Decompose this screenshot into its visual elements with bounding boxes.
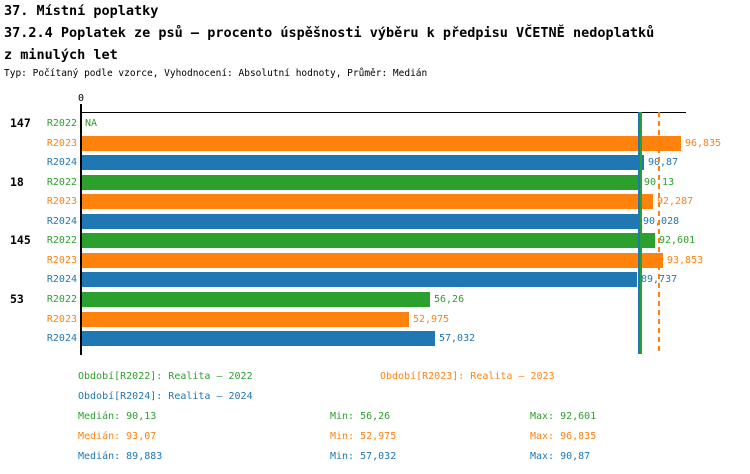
row-label-r2024: R2024 (46, 157, 77, 168)
chart-title-line1: 37.2.4 Poplatek ze psů – procento úspěšn… (4, 25, 655, 41)
report-section-title: 37. Místní poplatky (4, 3, 159, 19)
bar-r2024 (82, 214, 639, 229)
row-label-r2024: R2024 (46, 333, 77, 344)
group-label: 145 (10, 233, 31, 247)
row-label-r2023: R2023 (46, 196, 77, 207)
stat-max-r2024: Max: 90,87 (530, 451, 591, 462)
median-line-r2024 (638, 112, 641, 354)
bar-value-label: 52,975 (413, 314, 450, 325)
row-label-r2022: R2022 (46, 177, 77, 188)
legend-item-r2023: Období[R2023]: Realita – 2023 (380, 371, 555, 382)
bar-value-label: 93,853 (667, 255, 704, 266)
bar-value-label: 92,601 (659, 235, 696, 246)
bar-value-label: 57,032 (439, 333, 476, 344)
bar-r2023 (82, 253, 663, 268)
bar-r2024 (82, 272, 637, 287)
bar-value-label: 90,87 (648, 157, 679, 168)
x-axis-line (80, 112, 686, 113)
legend-item-r2024: Období[R2024]: Realita – 2024 (78, 391, 253, 402)
row-label-r2023: R2023 (46, 138, 77, 149)
bar-value-label: 56,26 (434, 294, 465, 305)
median-line-r2022 (639, 112, 642, 354)
group-label: 147 (10, 116, 31, 130)
stat-min-r2023: Min: 52,975 (330, 431, 397, 442)
chart-subtitle: Typ: Počítaný podle vzorce, Vyhodnocení:… (4, 68, 428, 79)
bar-r2022 (82, 175, 640, 190)
x-axis-zero-tick-label: 0 (77, 93, 85, 104)
stat-min-r2022: Min: 56,26 (330, 411, 391, 422)
bar-r2023 (82, 194, 653, 209)
bar-r2023 (82, 312, 409, 327)
stat-median-r2022: Medián: 90,13 (78, 411, 157, 422)
bar-value-label: 90,028 (643, 216, 680, 227)
group-label: 53 (10, 292, 24, 306)
bar-r2024 (82, 331, 435, 346)
bar-r2022 (82, 292, 430, 307)
row-label-r2024: R2024 (46, 274, 77, 285)
bar-r2023 (82, 136, 681, 151)
stat-min-r2024: Min: 57,032 (330, 451, 397, 462)
median-line-r2023 (658, 112, 660, 354)
row-label-r2023: R2023 (46, 255, 77, 266)
bar-r2022 (82, 233, 655, 248)
bar-value-label: NA (85, 118, 98, 129)
row-label-r2022: R2022 (46, 235, 77, 246)
row-label-r2023: R2023 (46, 314, 77, 325)
row-label-r2022: R2022 (46, 294, 77, 305)
row-label-r2024: R2024 (46, 216, 77, 227)
chart-title-line2: z minulých let (4, 47, 118, 63)
stat-max-r2023: Max: 96,835 (530, 431, 597, 442)
group-label: 18 (10, 175, 24, 189)
bar-value-label: 92,287 (657, 196, 694, 207)
bar-r2024 (82, 155, 644, 170)
bar-value-label: 96,835 (685, 138, 722, 149)
legend-item-r2022: Období[R2022]: Realita – 2022 (78, 371, 253, 382)
stat-median-r2024: Medián: 89,883 (78, 451, 163, 462)
stat-median-r2023: Medián: 93,07 (78, 431, 157, 442)
y-axis-line (80, 104, 82, 355)
row-label-r2022: R2022 (46, 118, 77, 129)
stat-max-r2022: Max: 92,601 (530, 411, 597, 422)
